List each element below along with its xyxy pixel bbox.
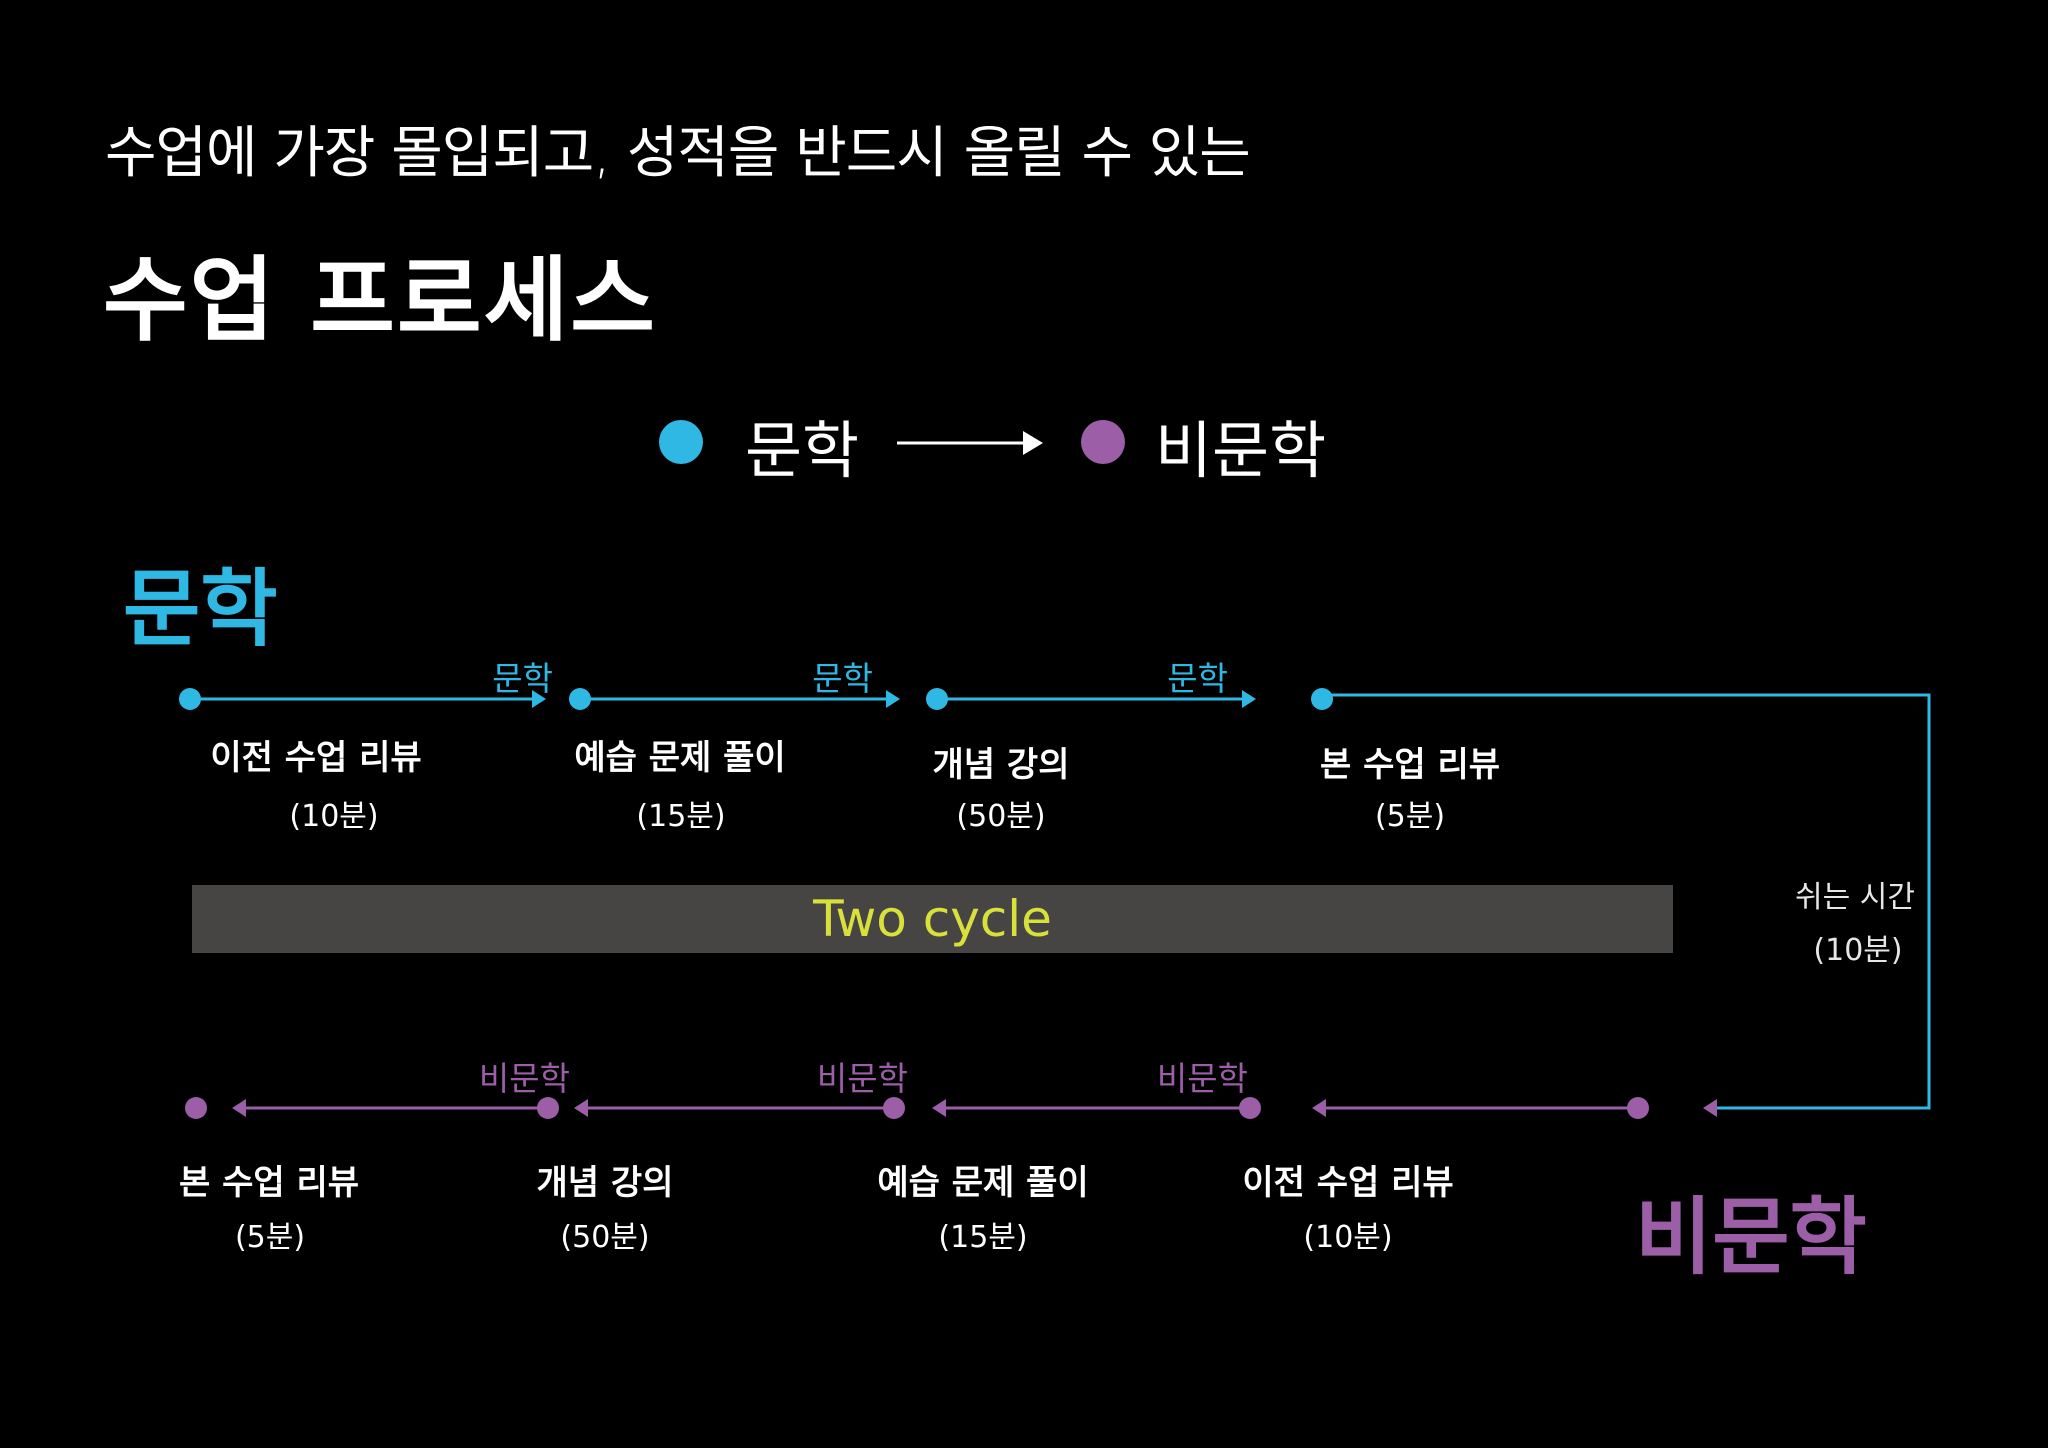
literature-step-title: 개념 강의 [932,745,1070,785]
literature-segment-label: 문학 [492,659,553,698]
page-title: 수업 프로세스 [103,247,657,354]
nonliterature-step-dot-4 [1627,1097,1649,1119]
two-cycle-bar: Two cycle [192,885,1673,953]
literature-step-duration: (10분) [289,799,379,834]
nonliterature-step-duration: (10분) [1303,1220,1393,1255]
literature-step-dot-2 [569,688,591,710]
nonliterature-step-title: 개념 강의 [536,1163,674,1203]
nonliterature-heading: 비문학 [1635,1188,1867,1286]
literature-arrowhead-1 [532,690,546,708]
nonliterature-step-duration: (5분) [234,1220,306,1255]
literature-step-title: 본 수업 리뷰 [1319,745,1501,785]
literature-arrowhead-3 [1242,690,1256,708]
literature-heading: 문학 [123,560,278,658]
literature-segment-label: 문학 [812,659,873,698]
nonliterature-step-dot-0 [185,1097,207,1119]
nonliterature-arrowhead-4 [232,1099,246,1117]
two-cycle-label: Two cycle [813,890,1052,948]
nonliterature-step-title: 본 수업 리뷰 [178,1163,360,1203]
nonliterature-arrowhead-3 [574,1099,588,1117]
literature-step-duration: (5분) [1374,799,1446,834]
legend-nonliterature-label: 비문학 [1155,414,1327,487]
literature-step-dot-3 [926,688,948,710]
break-connector [1322,693,1931,1110]
nonliterature-step-dot-2 [883,1097,905,1119]
literature-step-dot-1 [179,688,201,710]
literature-step-title: 이전 수업 리뷰 [210,738,422,778]
break-time-title: 쉬는 시간 [1795,880,1915,915]
nonliterature-step-title: 예습 문제 풀이 [877,1163,1089,1203]
literature-legend-dot [659,420,703,464]
nonliterature-flow [185,1097,1649,1119]
arrow-right-icon [897,431,1043,455]
nonliterature-step-dot-3 [1239,1097,1261,1119]
literature-flow [179,688,1931,1110]
break-time-duration: (10분) [1813,933,1903,968]
literature-arrowhead-2 [886,690,900,708]
break-arrowhead [1703,1099,1717,1117]
literature-segment-label: 문학 [1167,659,1228,698]
nonliterature-segment-label: 비문학 [478,1059,570,1098]
nonliterature-step-title: 이전 수업 리뷰 [1242,1163,1454,1203]
literature-step-dot-4 [1311,688,1333,710]
nonliterature-step-duration: (50분) [560,1220,650,1255]
nonliterature-arrowhead-1 [1312,1099,1326,1117]
literature-step-duration: (50분) [956,799,1046,834]
nonliterature-legend-dot [1081,420,1125,464]
nonliterature-segment-label: 비문학 [1156,1059,1248,1098]
legend-literature-label: 문학 [745,414,860,487]
literature-step-title: 예습 문제 풀이 [574,738,786,778]
nonliterature-arrowhead-2 [932,1099,946,1117]
literature-step-duration: (15분) [636,799,726,834]
nonliterature-step-dot-1 [537,1097,559,1119]
nonliterature-segment-label: 비문학 [816,1059,908,1098]
nonliterature-step-duration: (15분) [938,1220,1028,1255]
page-subtitle: 수업에 가장 몰입되고, 성적을 반드시 올릴 수 있는 [105,121,1251,186]
